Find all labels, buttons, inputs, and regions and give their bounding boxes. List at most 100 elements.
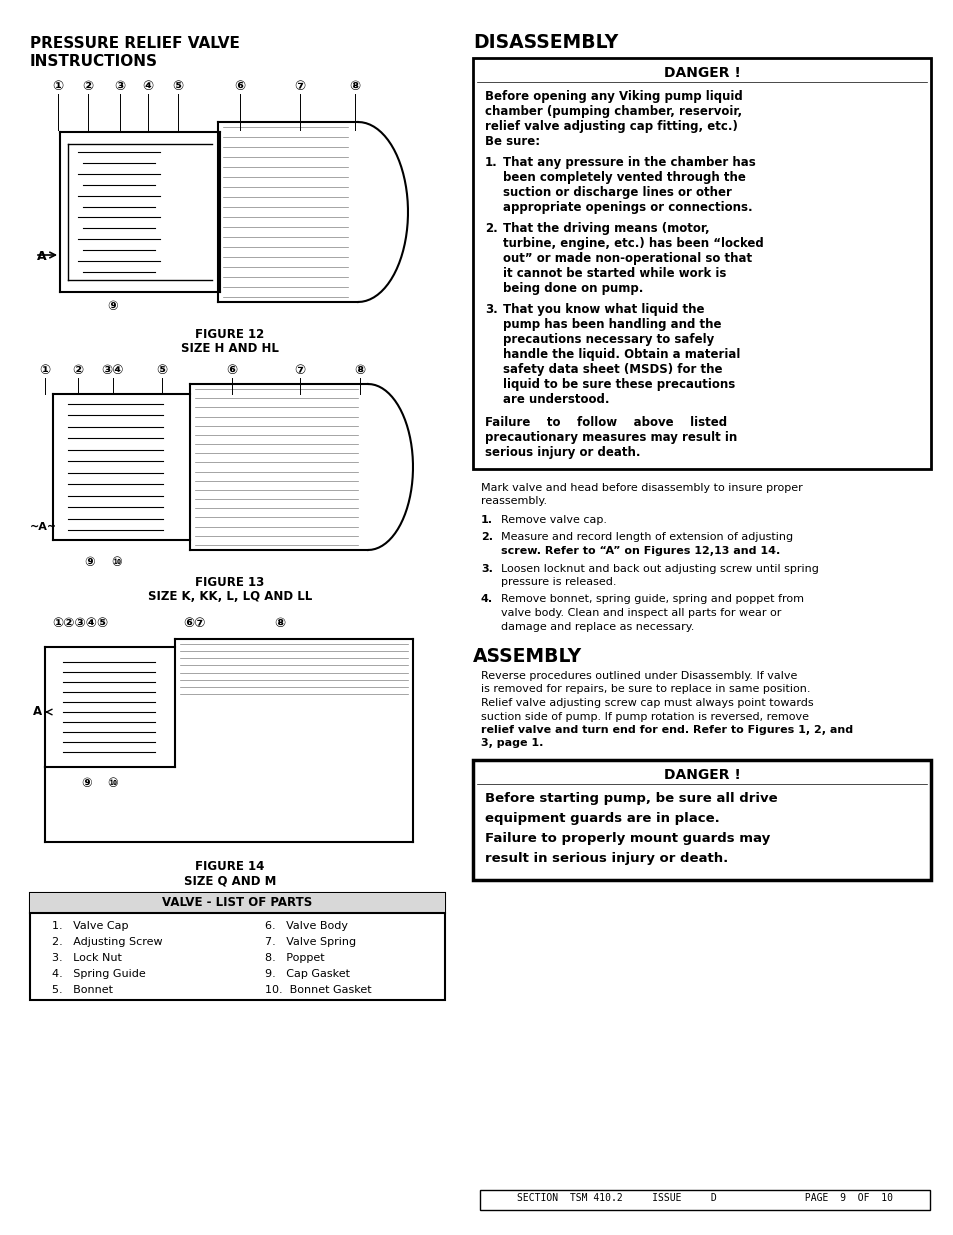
Text: 1.: 1. <box>480 515 493 525</box>
Text: suction or discharge lines or other: suction or discharge lines or other <box>502 186 731 199</box>
Text: 3.: 3. <box>484 303 497 316</box>
Text: ⑩: ⑩ <box>108 777 118 790</box>
Text: Reverse procedures outlined under Disassembly. If valve: Reverse procedures outlined under Disass… <box>480 671 797 680</box>
Text: Remove valve cap.: Remove valve cap. <box>500 515 606 525</box>
Text: relief valve adjusting cap fitting, etc.): relief valve adjusting cap fitting, etc.… <box>484 120 737 133</box>
Text: 5.   Bonnet: 5. Bonnet <box>52 986 112 995</box>
Text: result in serious injury or death.: result in serious injury or death. <box>484 852 727 864</box>
Text: 2.: 2. <box>480 532 493 542</box>
Text: relief valve and turn end for end. Refer to Figures 1, 2, and: relief valve and turn end for end. Refer… <box>480 725 852 735</box>
Text: A: A <box>37 249 47 263</box>
Text: 7.   Valve Spring: 7. Valve Spring <box>265 937 355 947</box>
Text: ①: ① <box>39 364 51 377</box>
Text: A: A <box>33 705 42 718</box>
Bar <box>473 760 930 881</box>
Text: pressure is released.: pressure is released. <box>500 577 616 587</box>
Text: ①②③④⑤: ①②③④⑤ <box>51 618 108 630</box>
Text: 8.   Poppet: 8. Poppet <box>265 953 324 963</box>
Text: ③: ③ <box>114 80 126 93</box>
Text: out” or made non-operational so that: out” or made non-operational so that <box>502 252 751 266</box>
Text: serious injury or death.: serious injury or death. <box>484 446 639 459</box>
Text: 4.   Spring Guide: 4. Spring Guide <box>52 969 146 979</box>
Text: ②: ② <box>72 364 84 377</box>
Text: ⑨: ⑨ <box>85 556 95 569</box>
Text: SECTION  TSM 410.2     ISSUE     D               PAGE  9  OF  10: SECTION TSM 410.2 ISSUE D PAGE 9 OF 10 <box>517 1193 892 1203</box>
Text: liquid to be sure these precautions: liquid to be sure these precautions <box>502 378 735 391</box>
Text: reassembly.: reassembly. <box>480 496 547 506</box>
Text: DANGER !: DANGER ! <box>663 65 740 80</box>
Text: Loosen locknut and back out adjusting screw until spring: Loosen locknut and back out adjusting sc… <box>500 563 818 573</box>
Text: pump has been handling and the: pump has been handling and the <box>502 317 720 331</box>
Text: DANGER !: DANGER ! <box>663 768 740 782</box>
Text: 6.   Valve Body: 6. Valve Body <box>265 921 348 931</box>
Text: INSTRUCTIONS: INSTRUCTIONS <box>30 54 158 69</box>
Text: chamber (pumping chamber, reservoir,: chamber (pumping chamber, reservoir, <box>484 105 741 119</box>
Text: suction side of pump. If pump rotation is reversed, remove: suction side of pump. If pump rotation i… <box>480 711 808 721</box>
Text: 1.   Valve Cap: 1. Valve Cap <box>52 921 129 931</box>
Text: VALVE - LIST OF PARTS: VALVE - LIST OF PARTS <box>162 897 313 909</box>
Text: SIZE K, KK, L, LQ AND LL: SIZE K, KK, L, LQ AND LL <box>148 590 312 603</box>
Text: it cannot be started while work is: it cannot be started while work is <box>502 267 725 280</box>
Text: valve body. Clean and inspect all parts for wear or: valve body. Clean and inspect all parts … <box>500 608 781 618</box>
Text: handle the liquid. Obtain a material: handle the liquid. Obtain a material <box>502 348 740 361</box>
Text: ②: ② <box>82 80 93 93</box>
Text: 9.   Cap Gasket: 9. Cap Gasket <box>265 969 350 979</box>
Text: are understood.: are understood. <box>502 393 609 406</box>
Text: ⑧: ⑧ <box>274 618 285 630</box>
Text: ④: ④ <box>142 80 153 93</box>
Text: FIGURE 14: FIGURE 14 <box>195 860 264 873</box>
Text: ASSEMBLY: ASSEMBLY <box>473 647 581 666</box>
Text: 3.   Lock Nut: 3. Lock Nut <box>52 953 122 963</box>
Text: ③④: ③④ <box>102 364 124 377</box>
Text: ⑤: ⑤ <box>156 364 168 377</box>
Text: ⑧: ⑧ <box>354 364 365 377</box>
Text: 2.: 2. <box>484 222 497 235</box>
Text: damage and replace as necessary.: damage and replace as necessary. <box>500 621 694 631</box>
Text: 3.: 3. <box>480 563 493 573</box>
Text: ⑨: ⑨ <box>82 777 92 790</box>
Bar <box>479 1191 929 1210</box>
Text: 3, page 1.: 3, page 1. <box>480 739 543 748</box>
Text: ⑥: ⑥ <box>234 80 245 93</box>
Text: SIZE Q AND M: SIZE Q AND M <box>184 874 276 887</box>
Text: DISASSEMBLY: DISASSEMBLY <box>473 33 618 52</box>
Text: Be sure:: Be sure: <box>484 135 539 148</box>
Text: turbine, engine, etc.) has been “locked: turbine, engine, etc.) has been “locked <box>502 237 763 249</box>
Text: ⑥: ⑥ <box>226 364 237 377</box>
Text: ⑥⑦: ⑥⑦ <box>184 618 206 630</box>
Text: ①: ① <box>52 80 64 93</box>
Text: PRESSURE RELIEF VALVE: PRESSURE RELIEF VALVE <box>30 36 239 51</box>
Text: 4.: 4. <box>480 594 493 604</box>
Text: Mark valve and head before disassembly to insure proper: Mark valve and head before disassembly t… <box>480 483 801 493</box>
Text: 2.   Adjusting Screw: 2. Adjusting Screw <box>52 937 162 947</box>
Text: ⑦: ⑦ <box>294 80 305 93</box>
Text: 10.  Bonnet Gasket: 10. Bonnet Gasket <box>265 986 372 995</box>
Text: Failure    to    follow    above    listed: Failure to follow above listed <box>484 416 726 429</box>
Text: ⑨: ⑨ <box>108 300 118 312</box>
Text: safety data sheet (MSDS) for the: safety data sheet (MSDS) for the <box>502 363 721 375</box>
Text: been completely vented through the: been completely vented through the <box>502 170 745 184</box>
Text: equipment guards are in place.: equipment guards are in place. <box>484 811 719 825</box>
Text: That any pressure in the chamber has: That any pressure in the chamber has <box>502 156 755 169</box>
Text: ⑩: ⑩ <box>112 556 122 569</box>
Text: ⑦: ⑦ <box>294 364 305 377</box>
Text: Before opening any Viking pump liquid: Before opening any Viking pump liquid <box>484 90 742 103</box>
Text: FIGURE 12: FIGURE 12 <box>195 329 264 341</box>
Text: Relief valve adjusting screw cap must always point towards: Relief valve adjusting screw cap must al… <box>480 698 813 708</box>
Text: ⑧: ⑧ <box>349 80 360 93</box>
Text: is removed for repairs, be sure to replace in same position.: is removed for repairs, be sure to repla… <box>480 684 810 694</box>
Bar <box>30 893 444 1000</box>
Text: precautionary measures may result in: precautionary measures may result in <box>484 431 737 445</box>
Text: SIZE H AND HL: SIZE H AND HL <box>181 342 278 354</box>
Text: 1.: 1. <box>484 156 497 169</box>
Text: screw. Refer to “A” on Figures 12,13 and 14.: screw. Refer to “A” on Figures 12,13 and… <box>500 546 780 556</box>
Text: FIGURE 13: FIGURE 13 <box>195 576 264 589</box>
Text: That you know what liquid the: That you know what liquid the <box>502 303 703 316</box>
Text: precautions necessary to safely: precautions necessary to safely <box>502 333 714 346</box>
Text: Remove bonnet, spring guide, spring and poppet from: Remove bonnet, spring guide, spring and … <box>500 594 803 604</box>
Text: appropriate openings or connections.: appropriate openings or connections. <box>502 201 752 214</box>
Bar <box>473 58 930 469</box>
Text: ~A~: ~A~ <box>30 522 57 532</box>
Text: ⑤: ⑤ <box>172 80 183 93</box>
Text: Failure to properly mount guards may: Failure to properly mount guards may <box>484 832 769 845</box>
